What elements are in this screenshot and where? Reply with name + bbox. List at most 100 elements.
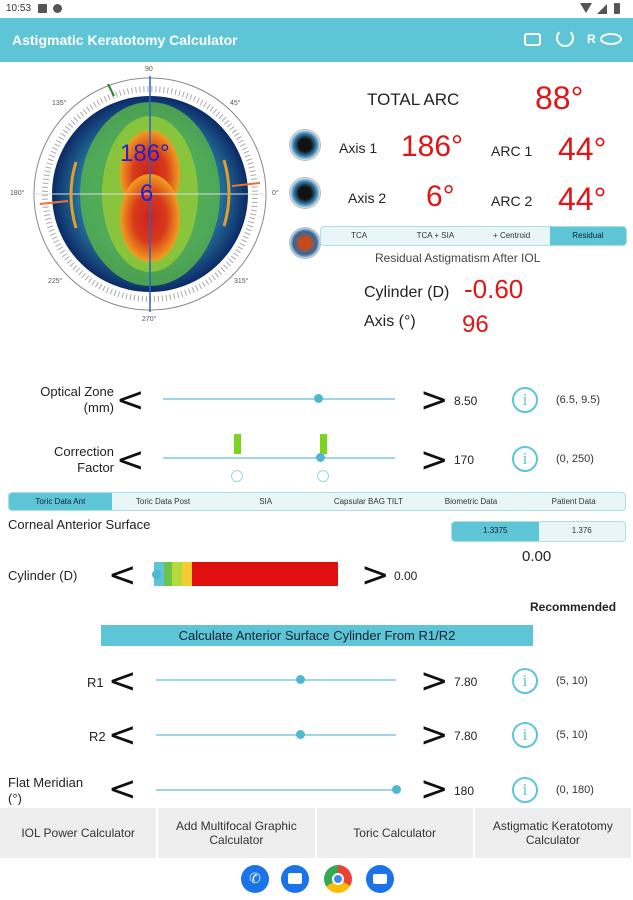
- app-title: Astigmatic Keratotomy Calculator: [12, 32, 238, 48]
- flat-meridian-label: Flat Meridian (°): [8, 775, 84, 805]
- residual-eye-icon[interactable]: [290, 228, 320, 258]
- refresh-icon[interactable]: [556, 29, 574, 47]
- tab-centroid[interactable]: + Centroid: [493, 231, 531, 240]
- flat-meridian-increase[interactable]: >: [420, 769, 449, 809]
- dial-label-45: 45°: [230, 100, 241, 107]
- axis1-label: Axis 1: [339, 140, 378, 156]
- dial-label-90: 90: [145, 66, 153, 73]
- r1-info-icon[interactable]: i: [512, 668, 538, 694]
- chrome-icon[interactable]: [324, 865, 352, 893]
- residual-axis-label: Axis (°): [364, 313, 416, 330]
- toric-calculator-button[interactable]: Toric Calculator: [316, 808, 475, 858]
- optical-zone-info-icon[interactable]: i: [512, 387, 538, 413]
- r2-label: R2: [89, 729, 106, 744]
- flat-meridian-info-icon[interactable]: i: [512, 777, 538, 803]
- system-dock: ✆: [0, 858, 633, 900]
- calculate-cylinder-button[interactable]: Calculate Anterior Surface Cylinder From…: [101, 625, 533, 646]
- eye-side-label[interactable]: R: [587, 32, 596, 46]
- axis2-label: Axis 2: [348, 190, 387, 206]
- r2-value: 7.80: [454, 729, 478, 743]
- tab-biometric-data[interactable]: Biometric Data: [444, 497, 498, 506]
- optical-zone-increase[interactable]: >: [420, 380, 449, 420]
- multifocal-graphic-button[interactable]: Add Multifocal Graphic Calculator: [158, 808, 317, 858]
- optical-zone-decrease[interactable]: <: [116, 380, 145, 420]
- r1-thumb[interactable]: [295, 675, 305, 684]
- flat-meridian-value: 180: [454, 784, 475, 798]
- cylinder-value: 0.00: [394, 569, 418, 583]
- app-bar: Astigmatic Keratotomy Calculator R: [0, 18, 633, 62]
- cylinder-thumb[interactable]: [152, 570, 161, 579]
- tab-capsular-bag-tilt[interactable]: Capsular BAG TILT: [333, 497, 403, 506]
- correction-factor-slider[interactable]: [163, 453, 395, 467]
- camera-icon[interactable]: [524, 33, 541, 46]
- status-bar: 10:53: [0, 0, 633, 18]
- marker-info-icon[interactable]: [317, 470, 329, 482]
- cylinder-increase[interactable]: >: [361, 555, 390, 595]
- total-arc-value: 88°: [535, 80, 584, 116]
- r1-slider[interactable]: [156, 675, 396, 689]
- tab-toric-data-ant[interactable]: Toric Data Ant: [9, 493, 112, 510]
- r2-slider[interactable]: [156, 730, 396, 744]
- correction-factor-decrease[interactable]: <: [116, 440, 145, 480]
- eye-view-icon[interactable]: [600, 33, 622, 45]
- optical-zone-slider[interactable]: [163, 394, 395, 408]
- status-time: 10:53: [6, 3, 32, 14]
- flat-meridian-decrease[interactable]: <: [108, 769, 137, 809]
- correction-factor-increase[interactable]: >: [420, 440, 449, 480]
- total-arc-label: TOTAL ARC: [367, 90, 460, 109]
- astigmatic-keratotomy-button[interactable]: Astigmatic Keratotomy Calculator: [474, 808, 633, 858]
- arc1-value: 44°: [558, 131, 607, 167]
- cylinder-label: Cylinder (D): [8, 568, 78, 583]
- tab-tca-sia[interactable]: TCA + SIA: [416, 231, 455, 240]
- dial-label-225: 225°: [48, 278, 63, 285]
- marker-info-icon[interactable]: [231, 470, 243, 482]
- iol-power-calculator-button[interactable]: IOL Power Calculator: [0, 808, 159, 858]
- dial-label-270: 270°: [142, 316, 157, 323]
- cylinder-color-bar[interactable]: [154, 562, 338, 586]
- axis2-value: 6°: [426, 180, 455, 213]
- optical-zone-thumb[interactable]: [313, 394, 323, 403]
- overlay-small-value: 6: [140, 180, 154, 207]
- corneal-title: Corneal Anterior Surface: [8, 517, 151, 532]
- camera-app-icon[interactable]: [366, 865, 394, 893]
- recommended-label: Recommended: [530, 600, 617, 614]
- flat-meridian-thumb[interactable]: [391, 785, 401, 794]
- correction-factor-thumb[interactable]: [316, 453, 326, 462]
- axis1-eye-icon[interactable]: [290, 130, 320, 160]
- residual-title: Residual Astigmatism After IOL: [375, 251, 541, 265]
- r1-increase[interactable]: >: [420, 661, 449, 701]
- flat-meridian-slider[interactable]: [156, 785, 401, 799]
- messages-icon[interactable]: [281, 865, 309, 893]
- residual-axis-value: 96: [462, 311, 489, 338]
- r2-decrease[interactable]: <: [108, 715, 137, 755]
- optical-zone-value: 8.50: [454, 394, 478, 408]
- tab-residual[interactable]: Residual: [549, 227, 626, 245]
- index-option-1[interactable]: 1.3375: [452, 522, 539, 541]
- arc1-label: ARC 1: [491, 143, 533, 159]
- eye-dial-svg: [32, 76, 268, 312]
- dial-label-135: 135°: [52, 100, 67, 107]
- tab-tca[interactable]: TCA: [351, 231, 368, 240]
- r2-thumb[interactable]: [295, 730, 305, 739]
- cylinder-decrease[interactable]: <: [108, 555, 137, 595]
- r1-decrease[interactable]: <: [108, 661, 137, 701]
- tab-toric-data-post[interactable]: Toric Data Post: [135, 497, 191, 506]
- tab-sia[interactable]: SIA: [259, 497, 273, 506]
- phone-icon[interactable]: ✆: [241, 865, 269, 893]
- index-value: 0.00: [522, 548, 552, 565]
- residual-cylinder-label: Cylinder (D): [364, 284, 450, 301]
- axis2-eye-icon[interactable]: [290, 178, 320, 208]
- optical-zone-range: (6.5, 9.5): [556, 394, 601, 406]
- r2-increase[interactable]: >: [420, 715, 449, 755]
- overlay-axis-value: 186°: [120, 140, 170, 167]
- tab-patient-data[interactable]: Patient Data: [551, 497, 596, 506]
- flat-meridian-range: (0, 180): [556, 784, 594, 796]
- correction-factor-info-icon[interactable]: i: [512, 446, 538, 472]
- index-option-2[interactable]: 1.376: [571, 526, 592, 535]
- dial-label-180: 180°: [10, 190, 25, 197]
- r2-info-icon[interactable]: i: [512, 722, 538, 748]
- optical-zone-label: Optical Zone (mm): [40, 384, 114, 415]
- r1-range: (5, 10): [556, 675, 588, 687]
- correction-factor-range: (0, 250): [556, 453, 594, 465]
- signal-icon: [597, 4, 607, 14]
